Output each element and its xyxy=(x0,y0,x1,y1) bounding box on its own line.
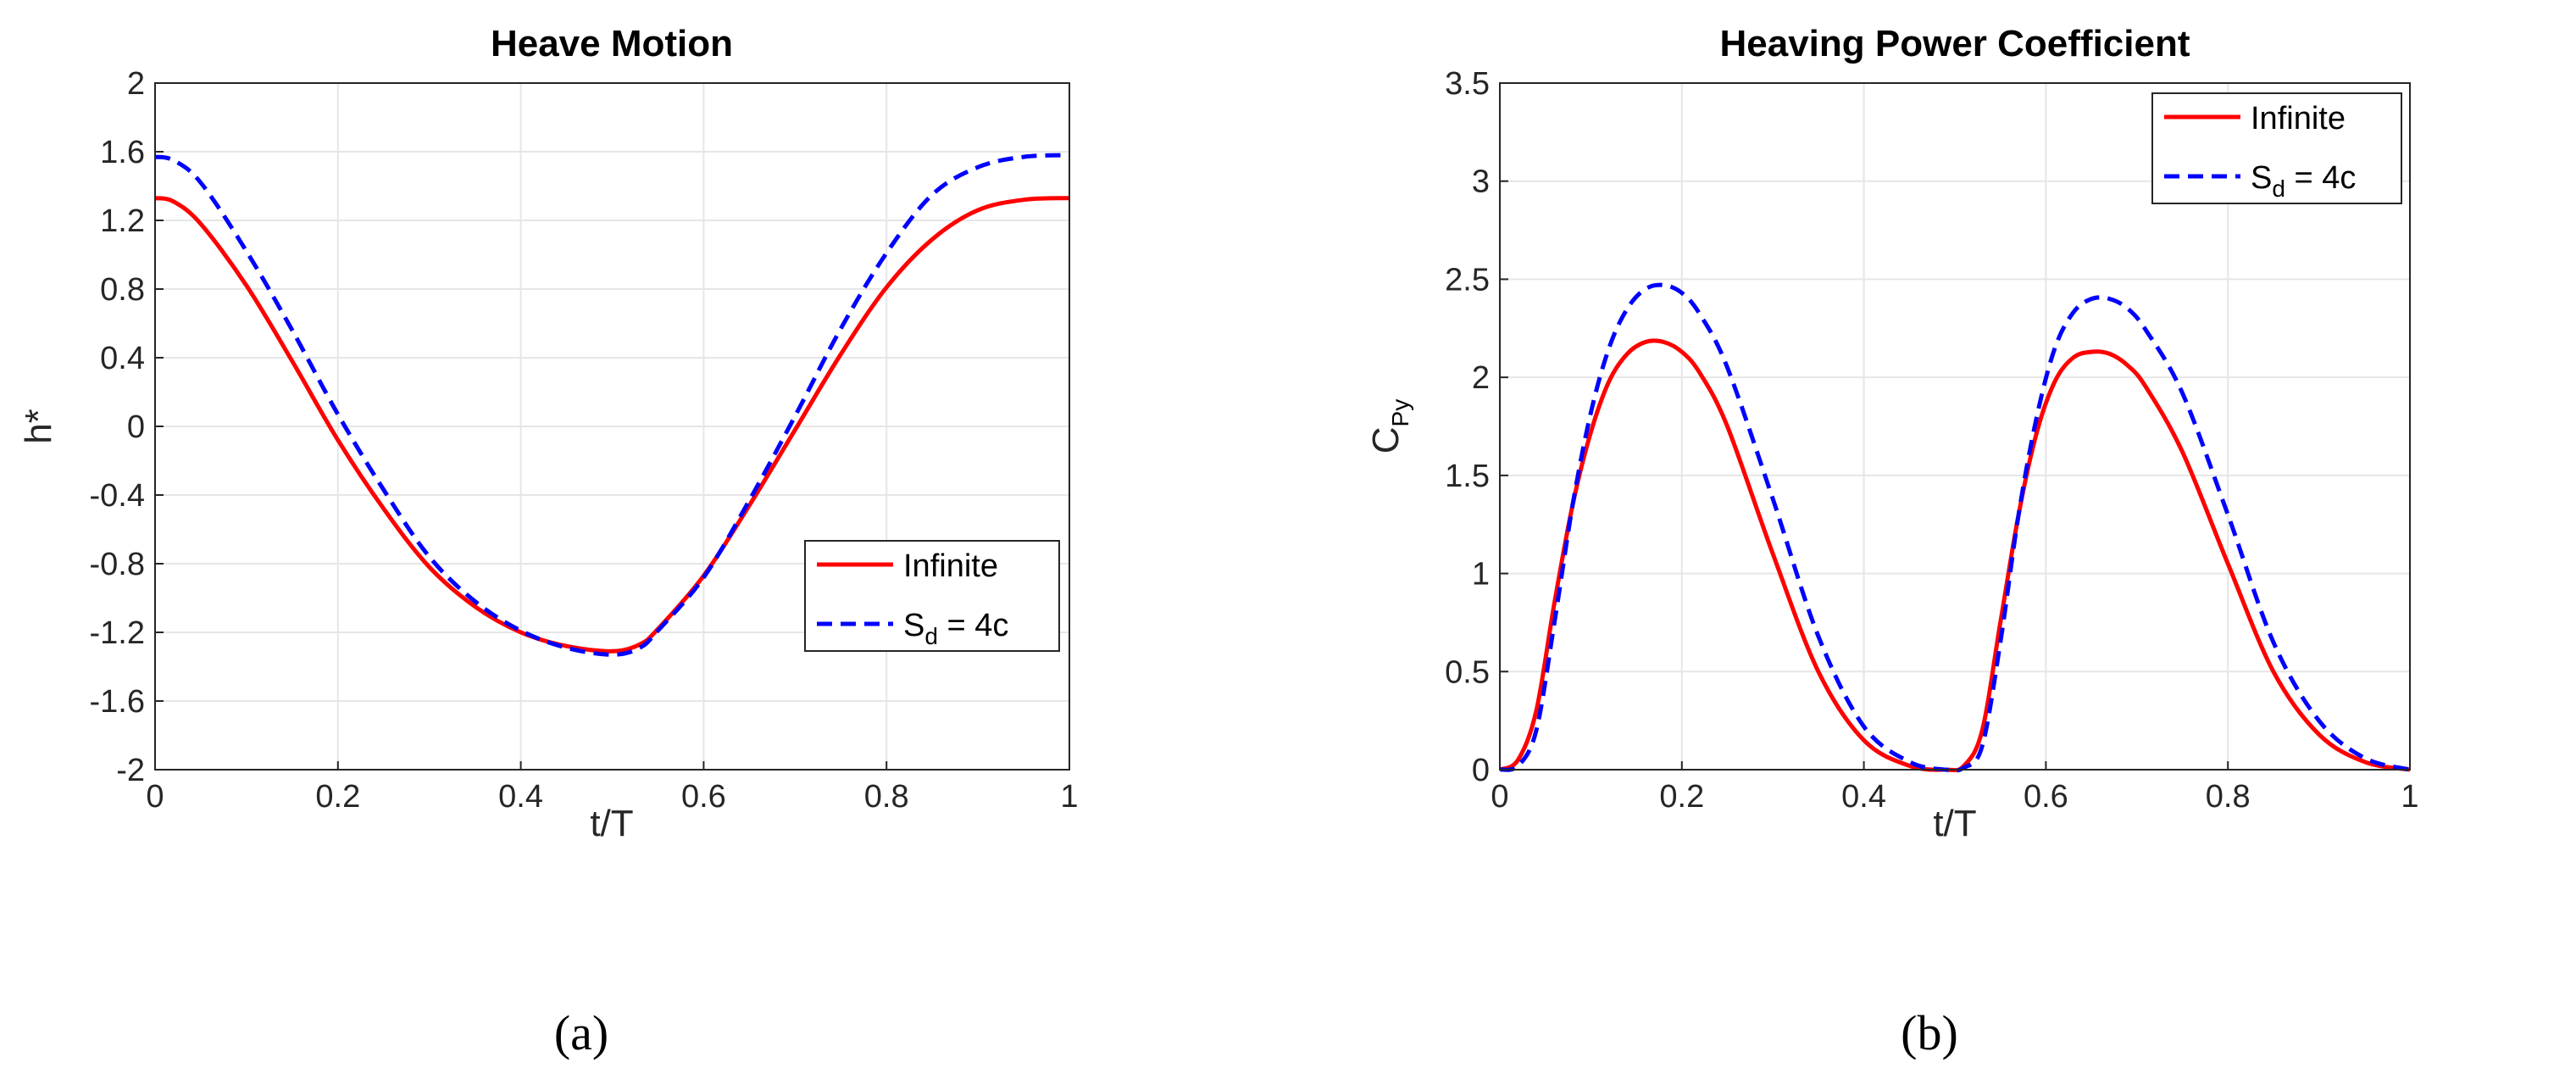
y-tick-label: 0.5 xyxy=(1445,654,1490,690)
legend-box xyxy=(2151,92,2402,204)
legend: Infinite Sd = 4c xyxy=(804,540,1060,652)
x-tick-label: 1 xyxy=(1060,779,1078,815)
y-tick-label: 0 xyxy=(1472,753,1490,788)
caption-a: (a) xyxy=(554,1005,608,1060)
y-tick-label: 2 xyxy=(1472,360,1490,396)
y-tick-labels: -2 -1.6 -1.2 -0.8 -0.4 0 0.4 0.8 1.2 1.6 2 xyxy=(90,66,145,788)
heaving-power-coefficient-chart: 0 0.2 0.4 0.6 0.8 1 0 0.5 1 1.5 2 2.5 3 3.5 Heaving … xyxy=(1365,23,2419,1060)
y-tick-label: 0.8 xyxy=(100,272,145,308)
x-tick-label: 0.4 xyxy=(1841,779,1886,815)
y-tick-label: 3 xyxy=(1472,164,1490,200)
y-tick-label: -0.4 xyxy=(90,478,145,514)
series-group xyxy=(1498,282,2411,773)
x-tick-label: 0.2 xyxy=(315,779,360,815)
x-tick-label: 0 xyxy=(146,779,164,815)
y-tick-label: -1.2 xyxy=(90,615,145,651)
legend-label-infinite: Infinite xyxy=(2251,101,2346,136)
chart-title: Heave Motion xyxy=(491,23,733,64)
series-line-infinite xyxy=(154,196,1070,654)
y-tick-label: 0.4 xyxy=(100,341,145,376)
series-group xyxy=(154,153,1070,657)
x-tick-label: 0.6 xyxy=(681,779,726,815)
x-tick-label: 0.4 xyxy=(498,779,543,815)
legend-label-sd: Sd = 4c xyxy=(903,608,1008,649)
y-tick-label: -0.8 xyxy=(90,547,145,582)
y-tick-label: -1.6 xyxy=(90,684,145,720)
grid-lines xyxy=(154,82,1070,771)
x-tick-label: 0.6 xyxy=(2024,779,2068,815)
y-tick-label: 1.2 xyxy=(100,203,145,239)
y-tick-label: -2 xyxy=(116,753,145,788)
caption-b: (b) xyxy=(1901,1005,1958,1060)
legend-label-infinite: Infinite xyxy=(903,548,998,584)
y-tick-label: 1.5 xyxy=(1445,459,1490,494)
y-tick-label: 0 xyxy=(127,409,145,445)
x-axis-label: t/T xyxy=(590,803,633,844)
y-tick-label: 1 xyxy=(1472,557,1490,593)
y-tick-label: 1.6 xyxy=(100,135,145,170)
chart-title: Heaving Power Coefficient xyxy=(1719,23,2190,64)
series-line-infinite xyxy=(1498,338,2411,773)
legend-box xyxy=(804,540,1060,652)
y-axis-label: h* xyxy=(18,409,59,444)
series-line-sd-4c xyxy=(1499,282,2411,773)
legend-label-sd: Sd = 4c xyxy=(2251,160,2356,202)
plot-frame xyxy=(154,82,1070,771)
x-tick-labels: 0 0.2 0.4 0.6 0.8 1 xyxy=(1491,779,2418,815)
y-tick-label: 2.5 xyxy=(1445,262,1490,298)
x-tick-labels: 0 0.2 0.4 0.6 0.8 1 xyxy=(146,779,1078,815)
y-tick-labels: 0 0.5 1 1.5 2 2.5 3 3.5 xyxy=(1445,66,1490,788)
plot-frame xyxy=(1499,82,2411,771)
x-tick-label: 0 xyxy=(1491,779,1508,815)
x-tick-label: 1 xyxy=(2401,779,2418,815)
x-tick-label: 0.8 xyxy=(864,779,909,815)
heave-motion-chart: 0 0.2 0.4 0.6 0.8 1 -2 -1.6 -1.2 -0.8 -0.4 0 0.4 0.8… xyxy=(18,23,1079,1060)
y-tick-label: 3.5 xyxy=(1445,66,1490,102)
x-tick-label: 0.8 xyxy=(2206,779,2251,815)
x-tick-label: 0.2 xyxy=(1659,779,1704,815)
y-axis-label: CPy xyxy=(1365,399,1413,453)
y-tick-label: 2 xyxy=(127,66,145,102)
x-axis-label: t/T xyxy=(1933,803,1976,844)
legend: Infinite Sd = 4c xyxy=(2151,92,2402,204)
